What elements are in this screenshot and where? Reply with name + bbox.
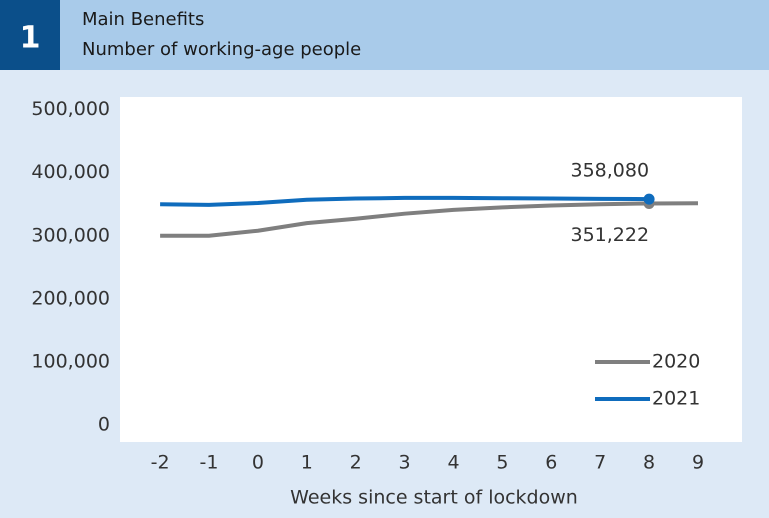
legend-label: 2020 xyxy=(652,351,700,373)
x-tick-label: 4 xyxy=(447,452,459,474)
x-tick-label: 6 xyxy=(545,452,557,474)
header-title: Main Benefits xyxy=(82,9,204,30)
y-tick-label: 500,000 xyxy=(31,98,110,120)
x-tick-label: 5 xyxy=(496,452,508,474)
x-tick-label: -1 xyxy=(200,452,219,474)
x-tick-label: 7 xyxy=(594,452,606,474)
y-tick-label: 400,000 xyxy=(31,161,110,183)
data-point xyxy=(643,193,655,205)
header-subtitle: Number of working-age people xyxy=(82,39,361,60)
plot-area xyxy=(120,97,742,442)
x-tick-label: 9 xyxy=(692,452,704,474)
y-tick-label: 100,000 xyxy=(31,350,110,372)
x-tick-label: -2 xyxy=(151,452,170,474)
header-number: 1 xyxy=(20,21,41,56)
series-line xyxy=(160,195,650,207)
series-line xyxy=(160,201,698,238)
y-tick-label: 0 xyxy=(98,413,110,435)
y-tick-label: 200,000 xyxy=(31,287,110,309)
x-tick-label: 3 xyxy=(399,452,411,474)
data-label: 358,080 xyxy=(571,160,650,182)
x-tick-label: 8 xyxy=(643,452,655,474)
x-axis-label: Weeks since start of lockdown xyxy=(290,487,578,509)
x-tick-label: 0 xyxy=(252,452,264,474)
data-label: 351,222 xyxy=(571,224,650,246)
y-tick-label: 300,000 xyxy=(31,224,110,246)
x-tick-label: 1 xyxy=(301,452,313,474)
header-number-box xyxy=(0,0,60,70)
legend-label: 2021 xyxy=(652,388,700,410)
x-tick-label: 2 xyxy=(350,452,362,474)
header-band xyxy=(0,0,769,70)
